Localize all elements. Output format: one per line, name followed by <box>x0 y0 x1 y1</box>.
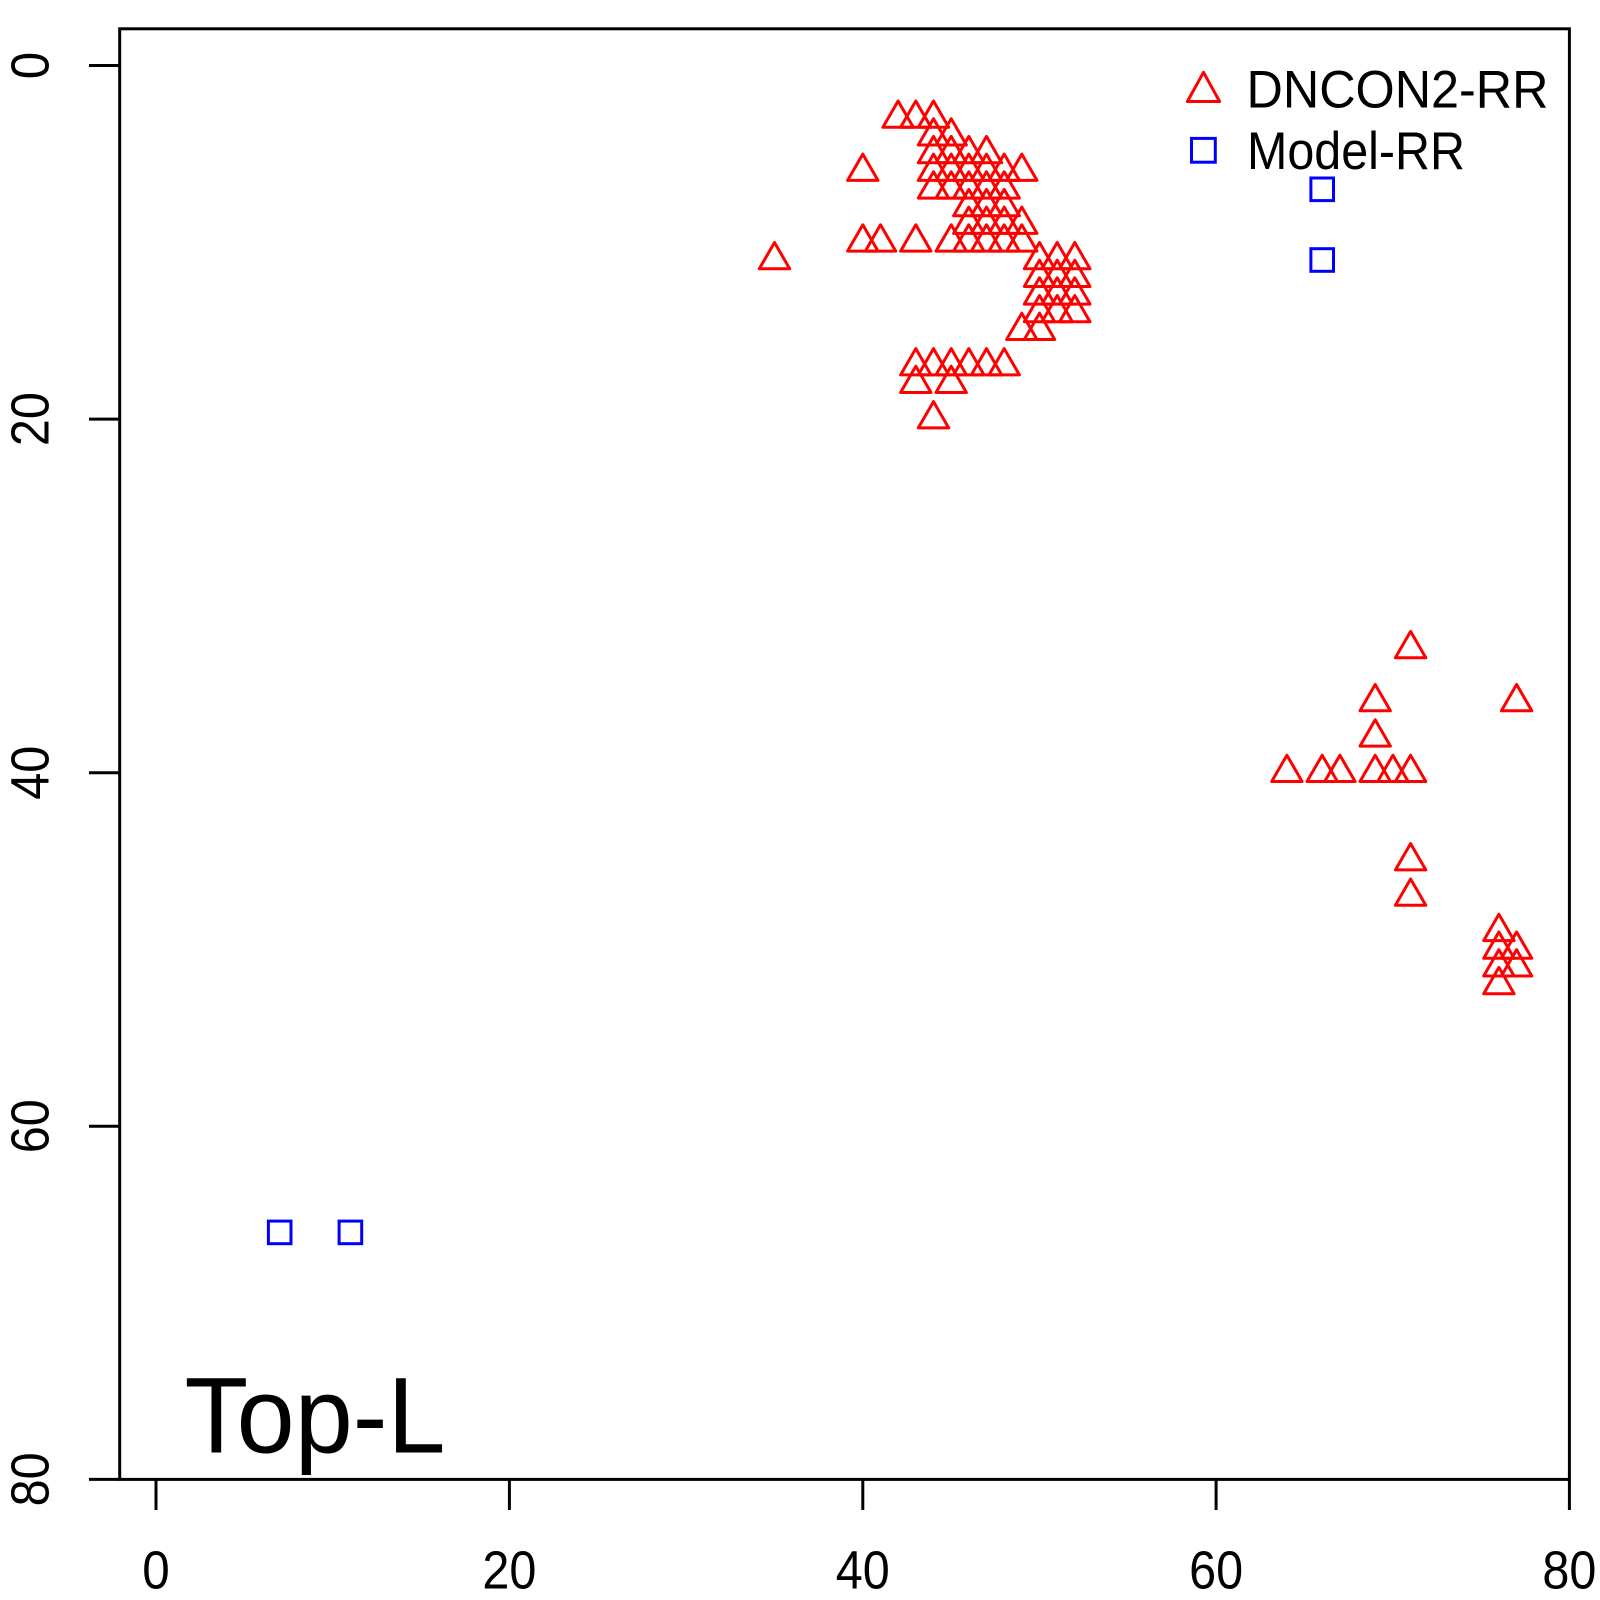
svg-text:40: 40 <box>836 1541 890 1600</box>
svg-text:Model-RR: Model-RR <box>1247 122 1465 181</box>
svg-text:0: 0 <box>1 52 61 80</box>
svg-text:40: 40 <box>1 746 61 800</box>
svg-text:DNCON2-RR: DNCON2-RR <box>1247 61 1549 120</box>
svg-text:20: 20 <box>1 392 61 446</box>
svg-text:80: 80 <box>1 1452 61 1506</box>
svg-text:20: 20 <box>482 1541 536 1600</box>
svg-text:Top-L: Top-L <box>185 1355 446 1476</box>
svg-text:60: 60 <box>1 1099 61 1153</box>
svg-text:60: 60 <box>1189 1541 1243 1600</box>
svg-text:80: 80 <box>1542 1541 1596 1600</box>
svg-text:0: 0 <box>142 1541 170 1600</box>
